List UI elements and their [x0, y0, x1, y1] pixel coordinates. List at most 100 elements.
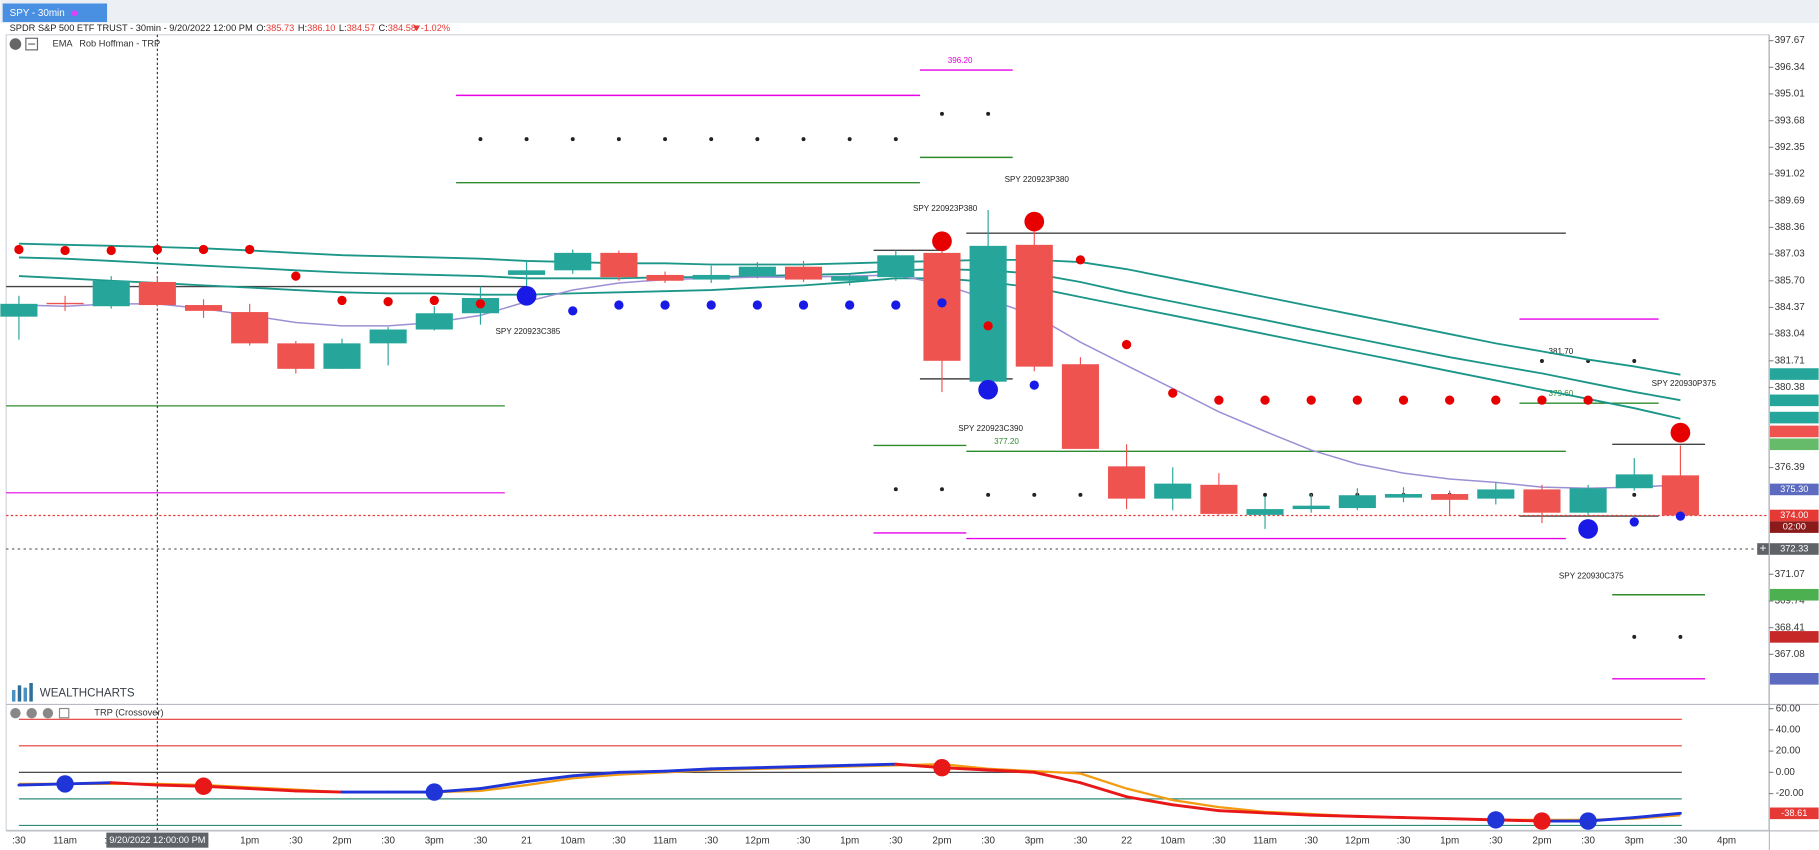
level-dot [1632, 492, 1637, 497]
signal-dot [1168, 388, 1178, 398]
indicator-label: Rob Hoffman - TRP [79, 39, 160, 49]
level-dot [986, 492, 991, 497]
x-tick-label: :30 [704, 835, 718, 846]
ohlc-value: 385.73 [266, 23, 294, 33]
signal-dot [614, 300, 624, 310]
level-label: 377.20 [994, 437, 1019, 446]
candle-body [1061, 364, 1099, 449]
y-tick-label: 389.69 [1775, 195, 1806, 206]
level-dot [939, 111, 944, 116]
pane-collapse-button[interactable] [58, 707, 70, 719]
tab[interactable] [2, 3, 108, 23]
y-tick-label: 385.70 [1775, 275, 1806, 286]
candle-body [554, 252, 592, 271]
price-badge [1769, 438, 1819, 451]
countdown-badge [1769, 521, 1819, 533]
oscillator-badge [1769, 807, 1819, 820]
signal-dot [1583, 395, 1593, 405]
x-tick-label: 2pm [932, 835, 951, 846]
x-tick-label: :30 [797, 835, 811, 846]
option-label: SPY 220930C375 [1559, 571, 1624, 580]
level-dot [893, 487, 898, 492]
level-dot [1263, 492, 1268, 497]
fast-line-segment [663, 767, 713, 773]
ohlc-value: 386.10 [307, 23, 335, 33]
change-arrow [413, 25, 421, 32]
signal-dot [1024, 211, 1045, 232]
fast-line-segment [1125, 795, 1175, 807]
x-tick-label: :30 [1489, 835, 1503, 846]
y-tick-label: 384.37 [1775, 302, 1805, 313]
x-tick-label: :30 [289, 835, 303, 846]
fast-line-segment [1402, 816, 1452, 821]
x-tick-label: :30 [1581, 835, 1595, 846]
candle-body [138, 281, 176, 306]
crosshair-add-button [1757, 543, 1769, 555]
signal-dot [516, 285, 537, 306]
candle-body [784, 266, 823, 280]
fast-line-segment [1355, 814, 1405, 819]
y2-tick-label: 20.00 [1776, 746, 1801, 757]
x-tick-label: :30 [1212, 835, 1226, 846]
candle-body [1523, 489, 1561, 513]
ohlc-key: H: [298, 23, 307, 33]
x-tick-label: 4pm [1717, 835, 1736, 846]
crossover-signal [194, 777, 213, 795]
fast-line-segment [617, 769, 667, 774]
y-tick-label: 376.39 [1775, 462, 1806, 473]
logo-bar [23, 687, 28, 702]
signal-dot [752, 300, 762, 310]
level-dot [801, 137, 806, 142]
signal-dot [1445, 395, 1455, 405]
ohlc-key: O: [256, 23, 266, 33]
settings-button[interactable] [9, 38, 22, 50]
crossover-signal [1487, 811, 1505, 829]
x-tick-label: 2pm [332, 835, 351, 846]
price-badge [1769, 394, 1819, 407]
signal-dot [1214, 395, 1224, 405]
crossover-signal [1579, 812, 1597, 830]
candle-body [1246, 509, 1284, 515]
level-dot [939, 487, 944, 492]
fast-line-segment [848, 762, 898, 767]
pane-settings-button[interactable] [10, 707, 21, 719]
logo-bar [17, 685, 22, 702]
x-tick-label: 12pm [1345, 835, 1370, 846]
signal-dot [475, 299, 486, 309]
y2-tick-label: 0.00 [1776, 767, 1796, 778]
fast-line-segment [571, 770, 621, 778]
fast-line-segment [525, 774, 575, 784]
fast-line-segment [1263, 811, 1313, 817]
x-tick-label: 12pm [745, 835, 770, 846]
candle-body [1015, 244, 1053, 367]
candle-body [508, 270, 546, 275]
fast-line-segment [709, 766, 759, 771]
signal-dot [983, 321, 993, 331]
oscillator-badge-label: -38.61 [1781, 808, 1807, 818]
level-dot [1678, 634, 1683, 639]
pane-up-button[interactable] [42, 707, 54, 719]
x-tick-label: 21 [521, 835, 532, 846]
x-tick-label: :30 [1304, 835, 1318, 846]
signal-dot [198, 244, 209, 255]
y-tick-label: 371.07 [1775, 569, 1805, 580]
candle-body [46, 302, 84, 305]
signal-dot [1075, 255, 1086, 265]
ohlc-value: 384.58 [388, 23, 416, 33]
signal-dot [568, 306, 578, 316]
y-tick-label: 392.35 [1775, 142, 1806, 153]
level-dot [1078, 492, 1083, 497]
x-tick-label: :30 [981, 835, 995, 846]
x-tick-label: :30 [1074, 835, 1088, 846]
tab-dot [71, 10, 78, 17]
candle-body [92, 280, 130, 307]
y2-tick-label: 40.00 [1776, 724, 1801, 735]
fast-line-segment [109, 781, 159, 787]
pane-hide-button[interactable] [26, 707, 37, 719]
indicator-label: EMA [53, 39, 74, 49]
signal-dot [1537, 395, 1547, 405]
tab-label[interactable]: SPY - 30min [10, 8, 65, 19]
option-label: SPY 220923C390 [958, 424, 1023, 433]
y-tick-label: 381.71 [1775, 355, 1805, 366]
candle-body [0, 303, 38, 317]
